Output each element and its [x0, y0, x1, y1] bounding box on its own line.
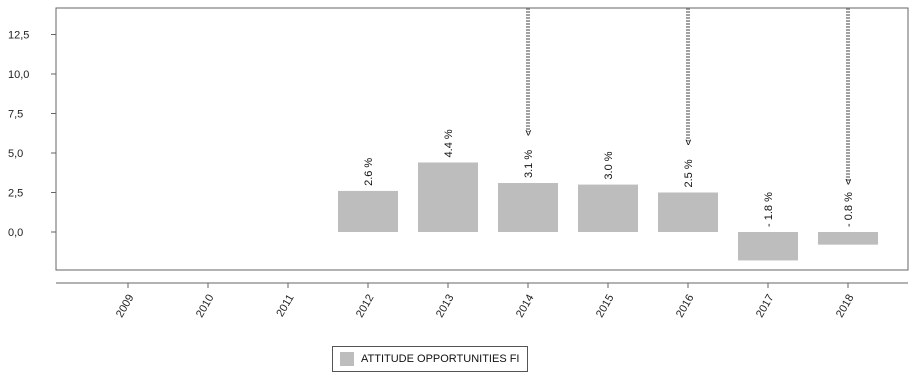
x-tick-label: 2010	[194, 293, 217, 320]
value-label-2013: 4.4 %	[443, 129, 455, 157]
x-tick-label: 2009	[114, 293, 137, 320]
bar-2012	[338, 190, 398, 232]
value-label-2012: 2.6 %	[363, 158, 375, 186]
bars	[338, 162, 878, 261]
bar-2016	[658, 192, 718, 232]
x-tick-label: 2011	[274, 293, 296, 319]
x-tick-label: 2012	[354, 293, 377, 320]
value-label-2018: - 0.8 %	[843, 192, 855, 227]
x-tick-label: 2018	[834, 293, 857, 320]
y-tick-label: 10,0	[8, 69, 29, 81]
bar-2017	[738, 232, 798, 261]
y-tick-label: 2,5	[8, 188, 23, 200]
value-label-2017: - 1.8 %	[763, 192, 775, 227]
y-tick-label: 7,5	[8, 109, 23, 121]
y-axis: 0,0 2,5 5,0 7,5 10,0 12,5	[8, 30, 56, 239]
plot-frame	[55, 7, 909, 271]
x-tick-label: 2014	[514, 293, 537, 320]
value-label-2015: 3.0 %	[603, 151, 615, 179]
y-tick-label: 0,0	[8, 227, 23, 239]
bar-2018	[818, 232, 878, 245]
y-tick-label: 5,0	[8, 148, 23, 160]
legend: ATTITUDE OPPORTUNITIES FI	[332, 346, 528, 372]
annotation-arrow-2016: <	[683, 139, 695, 145]
x-tick-label: 2013	[434, 293, 457, 320]
x-axis: 2009 2010 2011 2012 2013 2014 2015 2016 2017 2018	[56, 282, 908, 320]
bar-2015	[578, 184, 638, 232]
value-labels: 2.6 % 4.4 % 3.1 % 3.0 % 2.5 % - 1.8 % - 0.8 %	[363, 129, 855, 227]
annotation-lines: < < <	[523, 8, 855, 185]
plot-border	[55, 7, 909, 271]
legend-label: ATTITUDE OPPORTUNITIES FI	[361, 353, 520, 365]
legend-swatch	[340, 352, 354, 366]
x-tick-label: 2016	[674, 293, 697, 320]
annotation-arrow-2014: <	[523, 130, 535, 136]
bar-2013	[418, 162, 478, 232]
annotation-arrow-2018: <	[843, 179, 855, 185]
x-tick-label: 2015	[594, 293, 617, 320]
value-label-2016: 2.5 %	[683, 159, 695, 187]
value-label-2014: 3.1 %	[523, 150, 535, 178]
x-tick-label: 2017	[754, 293, 777, 320]
bar-2014	[498, 183, 558, 232]
y-tick-label: 12,5	[8, 30, 29, 42]
